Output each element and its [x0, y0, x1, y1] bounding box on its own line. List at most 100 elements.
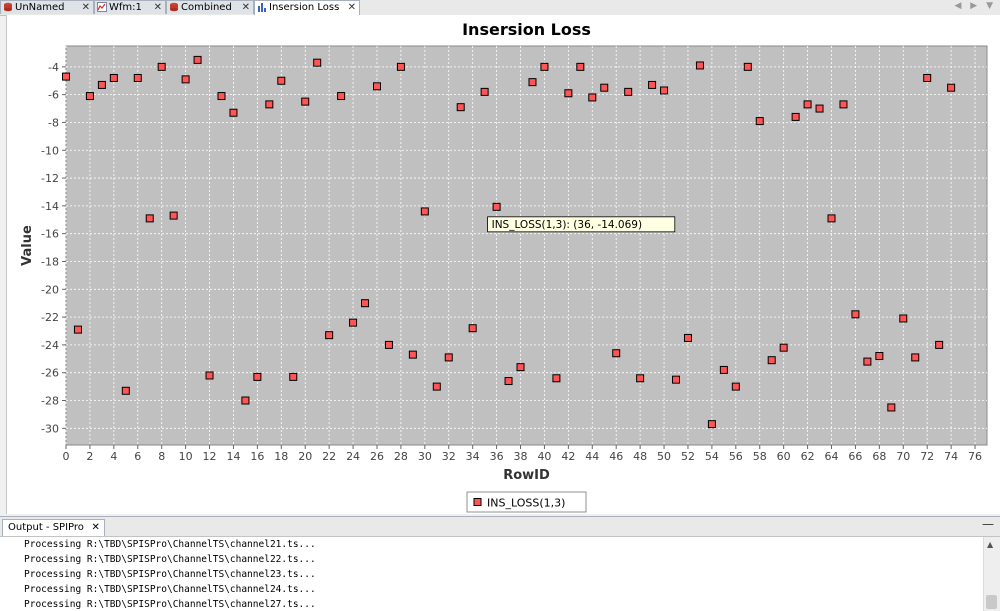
y-tick-label: -4: [48, 61, 59, 74]
x-tick-label: 62: [801, 450, 815, 463]
x-tick-label: 4: [110, 450, 117, 463]
x-tick-label: 54: [705, 450, 719, 463]
data-point: [923, 73, 932, 82]
close-icon[interactable]: ✕: [81, 2, 90, 13]
y-tick-label: -14: [41, 200, 59, 213]
x-tick-label: 30: [418, 450, 432, 463]
tab-wfm-1[interactable]: Wfm:1 ✕: [94, 0, 166, 14]
close-icon[interactable]: ✕: [91, 522, 100, 533]
chart-title: Insersion Loss: [462, 20, 591, 39]
x-tick-label: 2: [86, 450, 93, 463]
data-point: [588, 93, 597, 102]
x-tick-label: 68: [872, 450, 886, 463]
chart-panel: Insersion Loss 0 2 4 6 8 10 12 14 16 18 20 22 24 26 28 3…: [6, 15, 1000, 514]
x-tick-label: 8: [158, 450, 165, 463]
data-point: [85, 92, 94, 101]
data-point: [695, 61, 704, 70]
data-point: [349, 318, 358, 327]
x-tick-label: 10: [179, 450, 193, 463]
tab-unnamed[interactable]: UnNamed ✕: [0, 0, 94, 14]
data-point: [767, 356, 776, 365]
data-point: [468, 324, 477, 333]
y-tick-label: -24: [41, 339, 59, 352]
data-point: [241, 396, 250, 405]
log-line: Processing R:\TBD\SPISPro\ChannelTS\chan…: [24, 584, 316, 595]
data-point: [528, 78, 537, 87]
data-point: [157, 62, 166, 71]
tooltip-text: INS_LOSS(1,3): (36, -14.069): [492, 219, 642, 231]
minimize-button[interactable]: —: [982, 517, 994, 531]
x-tick-label: 42: [561, 450, 575, 463]
x-tick-label: 38: [514, 450, 528, 463]
database-icon: [170, 2, 178, 12]
y-tick-label: -26: [41, 367, 59, 380]
data-point: [313, 58, 322, 67]
vertical-scrollbar[interactable]: ▲: [983, 537, 1000, 611]
x-tick-label: 66: [848, 450, 862, 463]
close-icon[interactable]: ✕: [241, 2, 250, 13]
x-tick-label: 26: [370, 450, 384, 463]
data-point: [935, 340, 944, 349]
x-tick-label: 50: [657, 450, 671, 463]
y-tick-label: -28: [41, 395, 59, 408]
x-tick-label: 60: [777, 450, 791, 463]
data-point: [420, 207, 429, 216]
data-point: [73, 325, 82, 334]
y-tick-label: -12: [41, 172, 59, 185]
x-tick-label: 40: [537, 450, 551, 463]
data-point: [62, 72, 70, 81]
close-icon[interactable]: ✕: [153, 2, 162, 13]
scroll-thumb[interactable]: [986, 595, 997, 609]
x-tick-label: 70: [896, 450, 910, 463]
data-point: [755, 117, 764, 126]
data-point: [492, 202, 501, 211]
output-panel: Output - SPIPro ✕ — Processing R:\TBD\SP…: [0, 516, 1000, 611]
x-tick-label: 32: [442, 450, 456, 463]
data-point: [325, 331, 334, 340]
data-point: [384, 340, 393, 349]
bar-chart-icon: [258, 3, 266, 12]
data-point: [265, 100, 274, 109]
data-point: [504, 377, 513, 386]
data-point: [815, 104, 824, 113]
tab-navigation-arrows[interactable]: ◀ ▶ ▼: [954, 1, 996, 11]
data-point: [827, 214, 836, 223]
data-point: [408, 350, 417, 359]
x-tick-label: 76: [968, 450, 982, 463]
close-icon[interactable]: ✕: [347, 2, 356, 13]
x-tick-label: 16: [250, 450, 264, 463]
tab-label: Wfm:1: [109, 2, 142, 13]
data-point: [947, 83, 956, 92]
tab-output[interactable]: Output - SPIPro ✕: [2, 519, 105, 536]
log-line: Processing R:\TBD\SPISPro\ChannelTS\chan…: [24, 539, 316, 550]
x-tick-label: 34: [466, 450, 480, 463]
scroll-up-icon[interactable]: ▲: [987, 540, 994, 549]
x-tick-label: 0: [63, 450, 70, 463]
data-point: [707, 420, 716, 429]
database-icon: [4, 2, 12, 12]
tab-combined[interactable]: Combined ✕: [166, 0, 254, 14]
x-tick-label: 22: [322, 450, 336, 463]
y-axis-label: Value: [20, 225, 35, 266]
tab-label: UnNamed: [15, 2, 65, 13]
data-point: [109, 73, 118, 82]
data-point: [301, 97, 310, 106]
y-tick-label: -30: [41, 422, 59, 435]
x-tick-label: 12: [203, 450, 217, 463]
x-tick-label: 20: [298, 450, 312, 463]
x-tick-label: 6: [134, 450, 141, 463]
data-point: [564, 89, 573, 98]
y-tick-label: -8: [48, 116, 59, 129]
log-line: Processing R:\TBD\SPISPro\ChannelTS\chan…: [24, 569, 316, 580]
data-point: [516, 363, 525, 372]
data-point: [205, 371, 214, 380]
data-point: [612, 349, 621, 358]
data-point: [719, 365, 728, 374]
data-point: [839, 100, 848, 109]
data-point: [289, 372, 298, 381]
plot-area: [65, 45, 988, 446]
tab-insersion-loss[interactable]: Insersion Loss ✕: [254, 0, 360, 15]
data-point: [624, 87, 633, 96]
x-tick-label: 36: [490, 450, 504, 463]
